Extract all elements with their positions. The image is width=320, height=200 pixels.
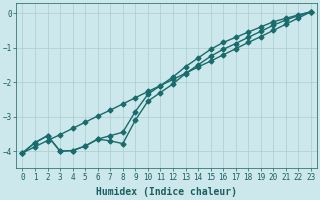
X-axis label: Humidex (Indice chaleur): Humidex (Indice chaleur) (96, 187, 237, 197)
